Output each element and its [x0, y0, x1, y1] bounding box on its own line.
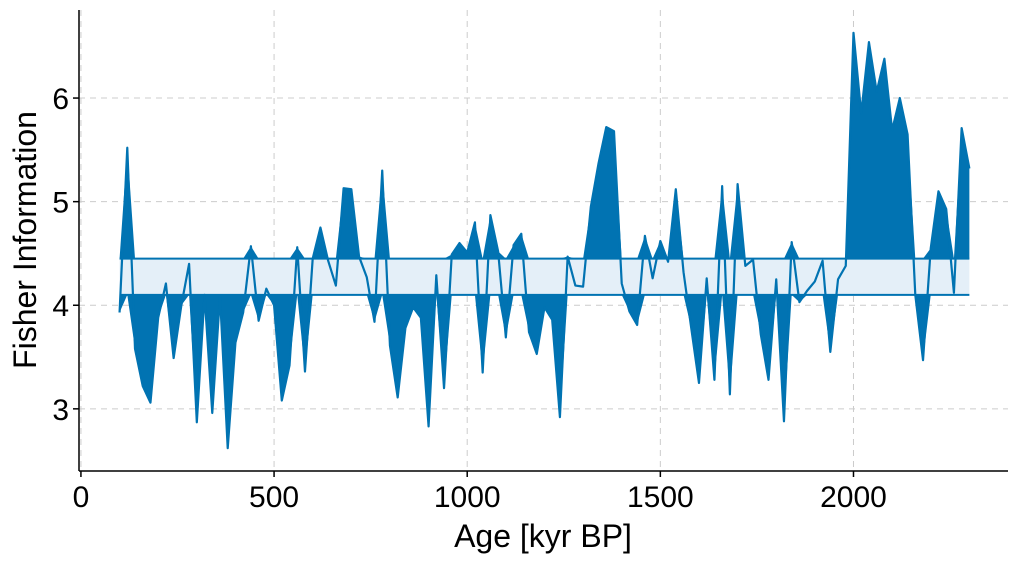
- y-tick-label: 6: [52, 83, 69, 116]
- x-tick-label: 1000: [434, 481, 501, 514]
- series-line: [118, 31, 971, 450]
- y-tick-label: 5: [52, 187, 69, 220]
- axes: [73, 10, 1008, 477]
- fisher-information-line: [118, 31, 971, 450]
- fill-below-band: [119, 294, 970, 449]
- y-axis-title: Fisher Information: [7, 111, 43, 369]
- band-area: [119, 258, 970, 295]
- threshold-band: [119, 257, 970, 296]
- fill-above-band: [119, 32, 970, 259]
- x-tick-label: 2000: [820, 481, 887, 514]
- tick-labels: 0 500 1000 1500 2000 3 4 5 6: [52, 83, 887, 514]
- y-tick-label: 3: [52, 394, 69, 427]
- x-tick-label: 500: [249, 481, 299, 514]
- exceedance-fill: [119, 32, 970, 449]
- y-tick-label: 4: [52, 290, 69, 323]
- x-tick-label: 1500: [627, 481, 694, 514]
- x-axis-title: Age [kyr BP]: [454, 518, 632, 554]
- x-tick-label: 0: [73, 481, 90, 514]
